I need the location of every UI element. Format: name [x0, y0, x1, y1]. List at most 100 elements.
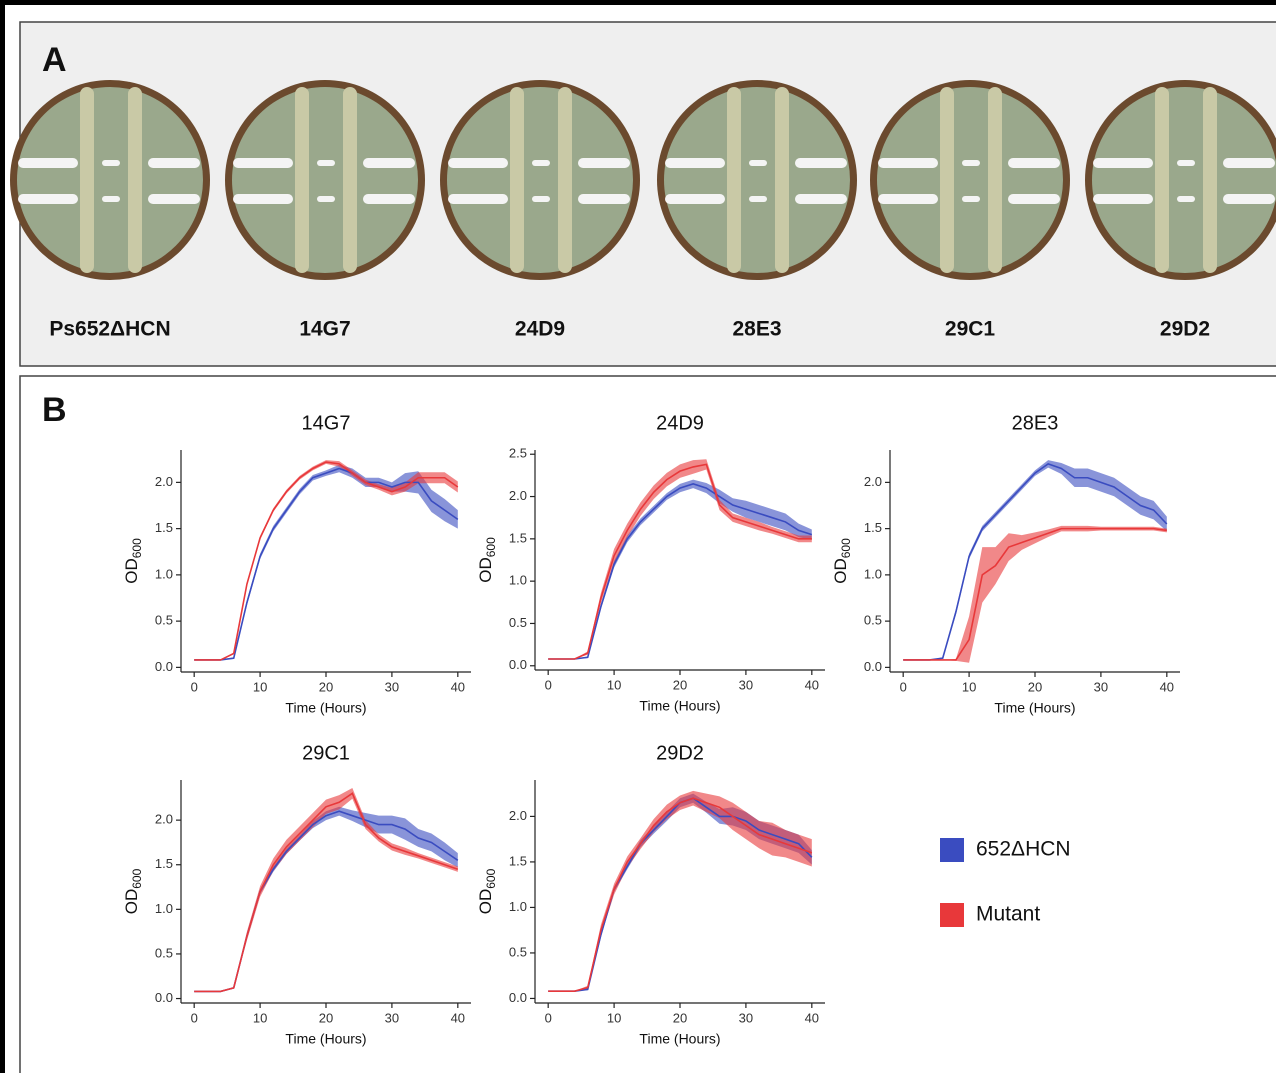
line	[194, 467, 459, 661]
colony	[148, 158, 200, 168]
y-axis-label-sub: 600	[839, 538, 853, 558]
colony	[578, 158, 630, 168]
colony	[448, 158, 508, 168]
y-tick-label: 1.0	[155, 566, 173, 581]
panel-b-box	[19, 375, 1276, 1073]
colony	[363, 194, 415, 204]
x-tick-label: 30	[739, 677, 753, 692]
line	[548, 483, 813, 660]
y-tick-label: 0.5	[155, 613, 173, 628]
plate-label: 29D2	[1160, 318, 1210, 341]
x-tick-label: 0	[545, 677, 552, 692]
y-axis-label-main: OD	[476, 889, 495, 915]
y-tick-label: 1.5	[155, 520, 173, 535]
colony	[1177, 196, 1195, 202]
colony	[749, 196, 767, 202]
y-tick-label: 0.5	[864, 613, 882, 628]
line	[548, 463, 812, 660]
x-tick-label: 30	[1094, 679, 1108, 694]
streak	[343, 87, 357, 273]
x-axis-label: Time (Hours)	[285, 700, 366, 716]
y-tick-label: 2.0	[155, 474, 173, 489]
y-tick-label: 1.5	[864, 520, 882, 535]
line	[194, 461, 459, 661]
colony	[1223, 194, 1275, 204]
x-tick-label: 10	[253, 1010, 267, 1025]
colony	[18, 194, 78, 204]
line	[903, 462, 1168, 661]
x-tick-label: 10	[607, 677, 621, 692]
y-tick-label: 0.0	[864, 659, 882, 674]
x-tick-label: 40	[1160, 679, 1174, 694]
streak	[128, 87, 142, 273]
colony	[102, 196, 120, 202]
x-tick-label: 20	[673, 677, 687, 692]
plate-agar	[17, 87, 203, 273]
streak	[510, 87, 524, 273]
plate-photos	[10, 80, 1276, 280]
x-tick-label: 20	[673, 1010, 687, 1025]
x-tick-label: 10	[253, 679, 267, 694]
streak	[80, 87, 94, 273]
y-tick-label: 0.0	[509, 990, 527, 1005]
colony	[363, 158, 415, 168]
legend-label: 652ΔHCN	[976, 838, 1071, 861]
line	[903, 527, 1167, 661]
y-tick-label: 1.5	[509, 530, 527, 545]
y-tick-label: 2.0	[509, 808, 527, 823]
x-tick-label: 40	[805, 677, 819, 692]
colony	[578, 194, 630, 204]
colony	[962, 160, 980, 166]
colony	[749, 160, 767, 166]
x-tick-label: 40	[805, 1010, 819, 1025]
streak	[727, 87, 741, 273]
plate-agar	[1092, 87, 1276, 273]
y-tick-label: 1.5	[509, 853, 527, 868]
line	[548, 797, 813, 992]
x-tick-label: 0	[900, 679, 907, 694]
chart-title: 24D9	[656, 412, 704, 434]
plate-agar	[232, 87, 418, 273]
x-tick-label: 20	[319, 679, 333, 694]
colony	[102, 160, 120, 166]
streak	[940, 87, 954, 273]
line	[194, 792, 459, 993]
x-axis-label: Time (Hours)	[994, 700, 1075, 716]
ribbon	[194, 460, 458, 660]
x-axis-label: Time (Hours)	[285, 1031, 366, 1047]
x-tick-label: 20	[319, 1010, 333, 1025]
streak	[775, 87, 789, 273]
plate-label: 29C1	[945, 318, 996, 341]
y-tick-label: 1.0	[509, 573, 527, 588]
colony	[532, 196, 550, 202]
y-tick-label: 1.0	[155, 901, 173, 916]
y-axis-label: OD600	[831, 538, 853, 584]
x-axis-label: Time (Hours)	[639, 1031, 720, 1047]
y-axis-label-main: OD	[831, 558, 850, 584]
colony	[1177, 160, 1195, 166]
colony	[665, 158, 725, 168]
chart-title: 29D2	[656, 742, 704, 764]
x-tick-label: 40	[451, 1010, 465, 1025]
panel-label: A	[42, 41, 67, 79]
y-axis-label: OD600	[476, 868, 498, 914]
y-tick-label: 0.5	[155, 945, 173, 960]
chart-title: 14G7	[302, 412, 351, 434]
y-tick-label: 2.0	[509, 488, 527, 503]
x-tick-label: 10	[962, 679, 976, 694]
y-axis-label-sub: 600	[484, 537, 498, 557]
colony	[1008, 194, 1060, 204]
y-tick-label: 2.0	[155, 812, 173, 827]
streak	[558, 87, 572, 273]
y-axis-label: OD600	[122, 538, 144, 584]
colony	[1223, 158, 1275, 168]
colony	[448, 194, 508, 204]
colony	[148, 194, 200, 204]
colony	[317, 196, 335, 202]
colony	[18, 158, 78, 168]
legend-swatch	[940, 903, 964, 927]
y-tick-label: 2.5	[509, 446, 527, 461]
plate-agar	[447, 87, 633, 273]
colony	[665, 194, 725, 204]
